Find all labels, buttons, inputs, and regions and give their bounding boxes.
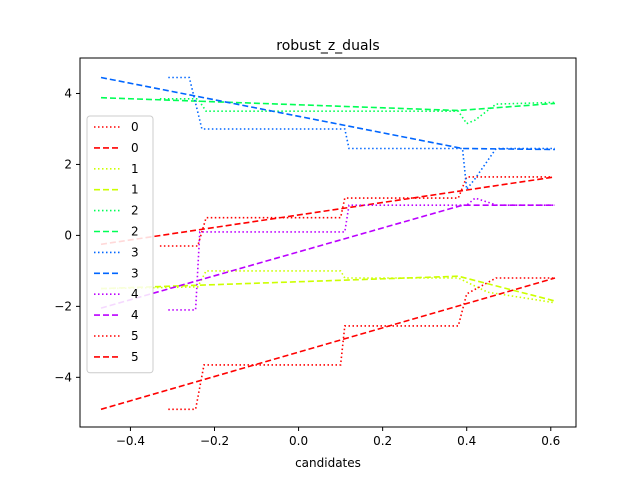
y-axis: −4 −2 0 2 4 <box>54 86 80 384</box>
x-tick-label: 0.4 <box>457 434 476 448</box>
series-line-5-dashed <box>100 277 556 411</box>
legend-label: 2 <box>131 225 139 239</box>
legend-label: 0 <box>131 120 139 134</box>
legend-box <box>86 115 154 374</box>
legend-label: 5 <box>131 350 139 364</box>
series-line-2-dotted <box>159 98 556 125</box>
series-line-3-dashed <box>100 76 556 151</box>
legend-label: 1 <box>131 162 139 176</box>
y-tick-label: 2 <box>64 157 72 171</box>
legend-label: 0 <box>131 141 139 155</box>
legend-label: 4 <box>131 287 139 301</box>
y-tick-label: 4 <box>64 86 72 100</box>
legend-label: 3 <box>131 266 139 280</box>
y-tick-label: 0 <box>64 228 72 242</box>
series-line-4-dotted <box>168 197 555 311</box>
x-tick-label: 0.6 <box>541 434 560 448</box>
legend-label: 2 <box>131 204 139 218</box>
x-tick-label: 0.0 <box>289 434 308 448</box>
series-line-2-dashed <box>100 96 556 112</box>
series-layer <box>100 76 556 411</box>
legend: 0 0 1 1 2 2 3 3 4 4 5 5 <box>86 115 154 374</box>
x-axis-label: candidates <box>295 456 361 470</box>
legend-label: 4 <box>131 308 139 322</box>
series-line-5-dotted <box>168 277 555 411</box>
series-line-0-dashed <box>100 176 556 246</box>
series-line-1-dashed <box>100 275 556 302</box>
series-line-4-dashed <box>100 204 555 309</box>
y-tick-label: −4 <box>54 370 72 384</box>
x-axis: −0.4 −0.2 0.0 0.2 0.4 0.6 <box>116 427 560 448</box>
series-line-1-dotted <box>100 270 556 304</box>
series-line-3-dotted <box>168 76 555 192</box>
chart-title: robust_z_duals <box>276 38 379 54</box>
legend-label: 3 <box>131 245 139 259</box>
legend-label: 1 <box>131 183 139 197</box>
x-tick-label: 0.2 <box>373 434 392 448</box>
plot-area <box>79 57 577 428</box>
x-tick-label: −0.4 <box>116 434 145 448</box>
legend-label: 5 <box>131 329 139 343</box>
x-tick-label: −0.2 <box>200 434 229 448</box>
y-tick-label: −2 <box>54 299 72 313</box>
